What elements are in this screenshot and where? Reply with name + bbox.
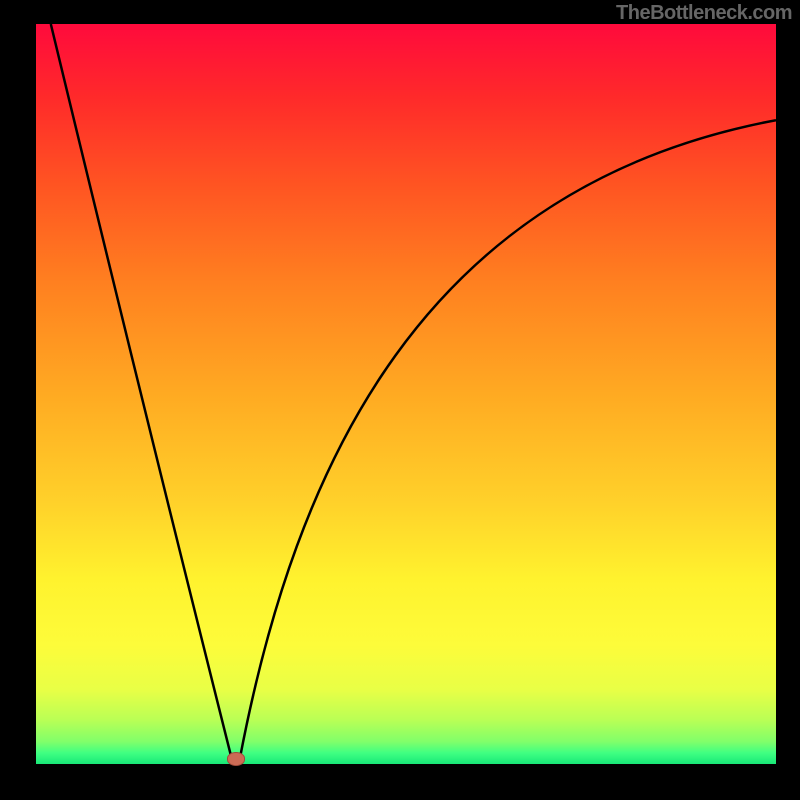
minimum-point-marker	[227, 752, 245, 766]
plot-area	[36, 24, 776, 764]
chart-container: TheBottleneck.com	[0, 0, 800, 800]
bottleneck-curve	[36, 24, 776, 764]
watermark-text: TheBottleneck.com	[616, 2, 792, 25]
